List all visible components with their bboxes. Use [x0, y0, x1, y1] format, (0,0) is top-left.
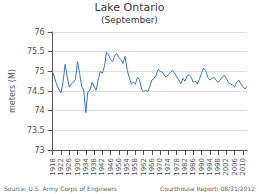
svg-text:1942: 1942: [98, 158, 106, 176]
svg-text:75: 75: [35, 67, 45, 76]
svg-text:75.5: 75.5: [27, 47, 45, 56]
svg-text:1934: 1934: [82, 157, 90, 175]
svg-text:1998: 1998: [214, 158, 222, 176]
svg-text:1994: 1994: [206, 157, 214, 175]
svg-text:1938: 1938: [90, 158, 98, 176]
svg-text:Source: U.S. Army Corps of Eng: Source: U.S. Army Corps of Engineers: [4, 185, 117, 193]
svg-text:1990: 1990: [198, 158, 206, 176]
svg-text:2006: 2006: [231, 157, 239, 175]
svg-text:1970: 1970: [156, 158, 164, 176]
svg-text:73.5: 73.5: [27, 126, 45, 135]
svg-text:1918: 1918: [49, 158, 57, 176]
svg-text:1954: 1954: [123, 157, 131, 175]
svg-text:74: 74: [35, 106, 45, 115]
svg-text:1958: 1958: [131, 158, 139, 176]
svg-text:76: 76: [35, 28, 45, 37]
svg-text:2002: 2002: [222, 158, 230, 176]
svg-text:1962: 1962: [140, 158, 148, 176]
svg-text:Courthouse Report: 08/31/2012: Courthouse Report: 08/31/2012: [160, 185, 255, 193]
svg-text:1950: 1950: [115, 158, 123, 176]
svg-text:(September): (September): [101, 15, 158, 25]
svg-text:Lake Ontario: Lake Ontario: [94, 1, 164, 14]
svg-text:1966: 1966: [148, 157, 156, 175]
svg-text:73: 73: [35, 146, 45, 155]
svg-text:74.5: 74.5: [27, 87, 45, 96]
svg-text:1922: 1922: [57, 158, 65, 176]
svg-text:1926: 1926: [65, 157, 73, 175]
svg-text:1974: 1974: [164, 157, 172, 175]
svg-text:2010: 2010: [239, 158, 247, 176]
svg-text:1978: 1978: [173, 158, 181, 176]
svg-text:1946: 1946: [107, 157, 115, 175]
svg-text:1982: 1982: [181, 158, 189, 176]
svg-text:1930: 1930: [74, 158, 82, 176]
svg-text:meters (M): meters (M): [8, 69, 17, 113]
svg-text:1986: 1986: [189, 157, 197, 175]
